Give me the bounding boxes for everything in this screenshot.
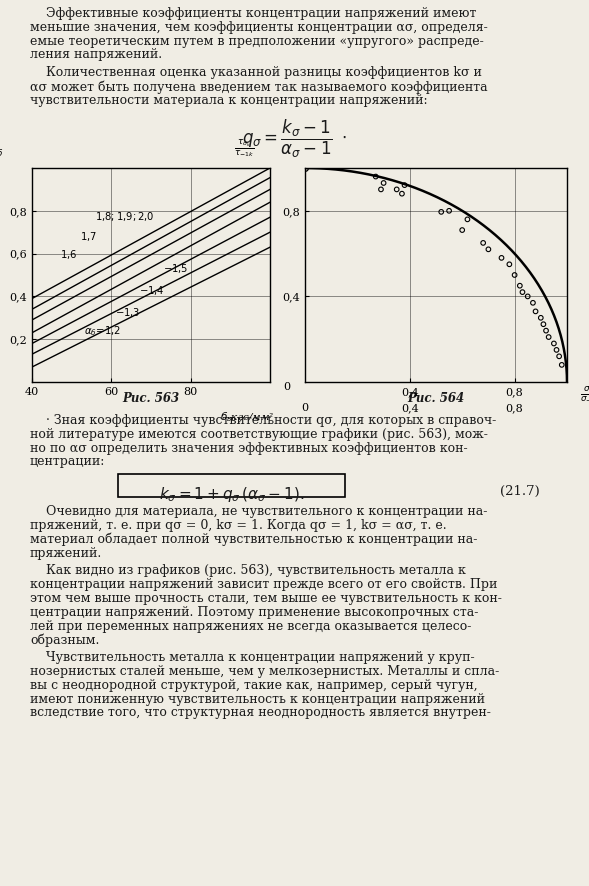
- Text: Как видно из графиков (рис. 563), чувствительность металла к: Как видно из графиков (рис. 563), чувств…: [30, 564, 466, 578]
- Text: $q_б$: $q_б$: [0, 145, 4, 159]
- Point: [544, 330, 554, 344]
- Point: [528, 296, 538, 310]
- Text: пряжений, т. е. при qσ = 0, kσ = 1. Когда qσ = 1, kσ = ασ, т. е.: пряжений, т. е. при qσ = 0, kσ = 1. Когд…: [30, 519, 446, 532]
- Point: [552, 343, 561, 357]
- Point: [541, 323, 551, 338]
- Point: [531, 304, 540, 318]
- Text: 0,4: 0,4: [401, 403, 419, 414]
- Text: Очевидно для материала, не чувствительного к концентрации на-: Очевидно для материала, не чувствительно…: [30, 505, 487, 518]
- Point: [536, 311, 545, 325]
- Text: 0: 0: [302, 403, 309, 414]
- Text: этом чем выше прочность стали, тем выше ее чувствительность к кон-: этом чем выше прочность стали, тем выше …: [30, 592, 502, 605]
- Point: [371, 169, 380, 183]
- Text: вы с неоднородной структурой, такие как, например, серый чугун,: вы с неоднородной структурой, такие как,…: [30, 679, 478, 692]
- Text: 0: 0: [283, 382, 290, 392]
- Text: $1{,}6$: $1{,}6$: [59, 248, 77, 261]
- Text: ной литературе имеются соответствующие графики (рис. 563), мож-: ной литературе имеются соответствующие г…: [30, 428, 488, 441]
- Text: $\frac{\tau_{\sigma_k}}{\tau_{-1k}}$: $\frac{\tau_{\sigma_k}}{\tau_{-1k}}$: [234, 137, 254, 159]
- Text: меньшие значения, чем коэффициенты концентрации ασ, определя-: меньшие значения, чем коэффициенты конце…: [30, 20, 488, 34]
- Text: ления напряжений.: ления напряжений.: [30, 49, 162, 61]
- Text: емые теоретическим путем в предположении «упругого» распреде-: емые теоретическим путем в предположении…: [30, 35, 484, 48]
- Text: нозернистых сталей меньше, чем у мелкозернистых. Металлы и спла-: нозернистых сталей меньше, чем у мелкозе…: [30, 665, 499, 678]
- Point: [539, 317, 548, 331]
- Text: вследствие того, что структурная неоднородность является внутрен-: вследствие того, что структурная неоднор…: [30, 706, 491, 719]
- Text: материал обладает полной чувствительностью к концентрации на-: материал обладает полной чувствительност…: [30, 532, 477, 547]
- Point: [376, 183, 386, 197]
- Point: [484, 242, 493, 256]
- Text: (21.7): (21.7): [500, 486, 540, 498]
- Point: [392, 183, 402, 197]
- Point: [478, 236, 488, 250]
- Text: Рис. 564: Рис. 564: [408, 392, 465, 405]
- Text: $\alpha_б\!=\!1{,}2$: $\alpha_б\!=\!1{,}2$: [84, 324, 121, 338]
- Text: $1{,}7$: $1{,}7$: [80, 229, 97, 243]
- Point: [510, 268, 519, 282]
- Text: ασ может быть получена введением так называемого коэффициента: ασ может быть получена введением так наз…: [30, 80, 488, 94]
- Point: [436, 205, 446, 219]
- Text: · Зная коэффициенты чувствительности qσ, для которых в справоч-: · Зная коэффициенты чувствительности qσ,…: [30, 414, 497, 427]
- Text: концентрации напряжений зависит прежде всего от его свойств. При: концентрации напряжений зависит прежде в…: [30, 579, 497, 591]
- Bar: [118, 474, 345, 497]
- Point: [518, 285, 527, 299]
- Text: центрации:: центрации:: [30, 455, 105, 469]
- Point: [444, 204, 454, 218]
- Text: Чувствительность металла к концентрации напряжений у круп-: Чувствительность металла к концентрации …: [30, 651, 475, 664]
- Point: [497, 251, 506, 265]
- Text: Количественная оценка указанной разницы коэффициентов kσ и: Количественная оценка указанной разницы …: [30, 66, 482, 79]
- Point: [505, 257, 514, 271]
- Point: [400, 178, 409, 192]
- Text: $1{,}8;1{,}9;2{,}0$: $1{,}8;1{,}9;2{,}0$: [95, 210, 155, 222]
- Point: [554, 349, 564, 363]
- Text: центрации напряжений. Поэтому применение высокопрочных ста-: центрации напряжений. Поэтому применение…: [30, 606, 478, 618]
- Text: чувствительности материала к концентрации напряжений:: чувствительности материала к концентраци…: [30, 94, 428, 107]
- Text: Эффективные коэффициенты концентрации напряжений имеют: Эффективные коэффициенты концентрации на…: [30, 7, 477, 20]
- Point: [549, 337, 558, 351]
- Point: [463, 213, 472, 227]
- Text: пряжений.: пряжений.: [30, 547, 102, 560]
- Text: лей при переменных напряжениях не всегда оказывается целесо-: лей при переменных напряжениях не всегда…: [30, 619, 471, 633]
- Text: $-1{,}4$: $-1{,}4$: [139, 284, 165, 298]
- Text: $-1{,}5$: $-1{,}5$: [163, 262, 188, 275]
- Point: [458, 223, 467, 237]
- Point: [523, 290, 532, 304]
- Point: [515, 278, 525, 292]
- Point: [397, 187, 406, 201]
- Text: имеют пониженную чувствительность к концентрации напряжений: имеют пониженную чувствительность к конц…: [30, 693, 485, 705]
- Point: [557, 358, 567, 372]
- Text: Рис. 563: Рис. 563: [123, 392, 180, 405]
- Text: $б_в$кгс/мм²: $б_в$кгс/мм²: [220, 410, 274, 424]
- Text: $q_\sigma = \dfrac{k_\sigma - 1}{\alpha_\sigma - 1}\ \cdot$: $q_\sigma = \dfrac{k_\sigma - 1}{\alpha_…: [241, 118, 346, 159]
- Text: но по ασ определить значения эффективных коэффициентов кон-: но по ασ определить значения эффективных…: [30, 441, 468, 455]
- Text: $k_\sigma = 1 + q_\sigma\,(\alpha_\sigma - 1).$: $k_\sigma = 1 + q_\sigma\,(\alpha_\sigma…: [159, 486, 304, 504]
- Text: 0,8: 0,8: [506, 403, 524, 414]
- Text: $\frac{\sigma_{ak}}{\sigma_{-1k}}$: $\frac{\sigma_{ak}}{\sigma_{-1k}}$: [580, 385, 589, 405]
- Text: $-1{,}3$: $-1{,}3$: [115, 306, 141, 319]
- Point: [379, 176, 388, 190]
- Text: образным.: образным.: [30, 633, 100, 647]
